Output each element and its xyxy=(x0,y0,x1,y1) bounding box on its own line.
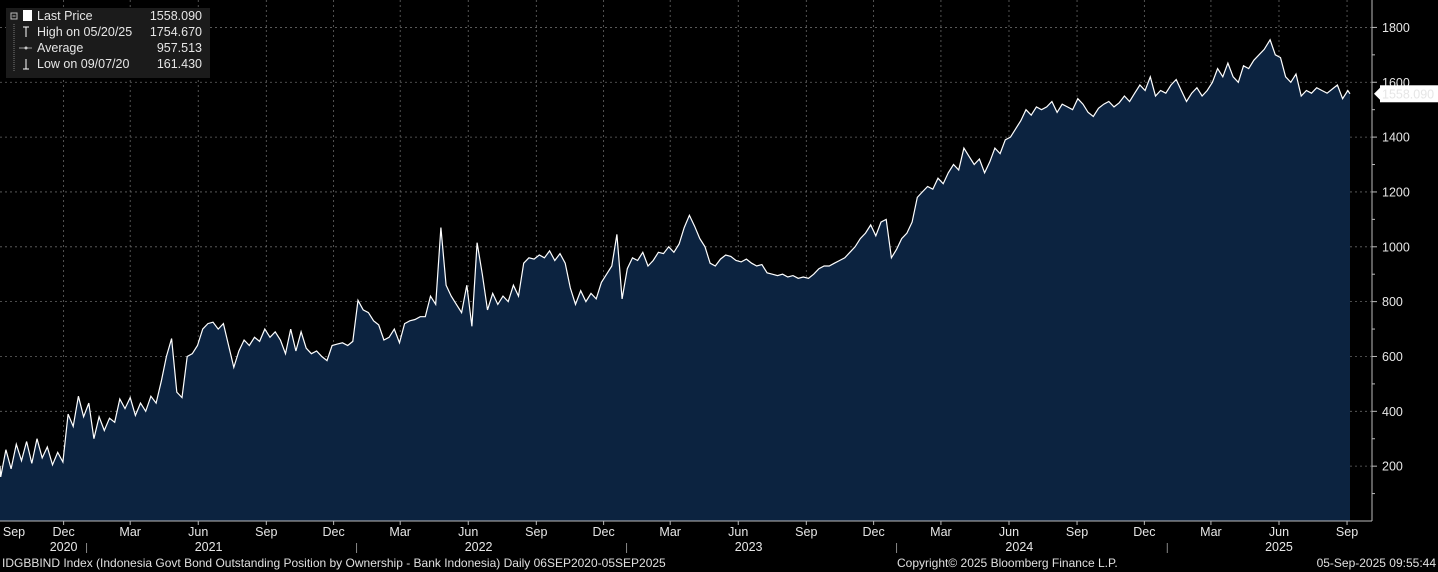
x-tick-label: Sep xyxy=(795,525,817,539)
year-label: 2024 xyxy=(1005,540,1033,554)
legend-average-label: Average xyxy=(37,41,84,55)
x-tick-label: Mar xyxy=(389,525,411,539)
last-value-tag: 1558.090 xyxy=(1374,85,1438,103)
x-tick-label: Sep xyxy=(525,525,547,539)
x-tick-label: Sep xyxy=(1336,525,1358,539)
legend-box: Last Price 1558.090 High on 05/20/25 175… xyxy=(6,8,210,78)
price-line xyxy=(0,38,1351,478)
price-area xyxy=(0,39,1350,522)
x-tick-label: Dec xyxy=(1133,525,1155,539)
y-tick-label: 600 xyxy=(1382,350,1403,364)
legend-last-price-label: Last Price xyxy=(37,9,93,23)
x-tick-label: Dec xyxy=(322,525,344,539)
x-tick-label: Dec xyxy=(592,525,614,539)
footer-copyright: Copyright© 2025 Bloomberg Finance L.P. xyxy=(897,556,1118,570)
legend-high-label: High on 05/20/25 xyxy=(37,25,133,39)
last-value-tag-text: 1558.090 xyxy=(1382,87,1434,101)
legend-average[interactable]: Average 957.513 xyxy=(6,40,210,56)
y-tick-label: 400 xyxy=(1382,405,1403,419)
last-value-tag-pointer xyxy=(1374,87,1380,100)
legend-high-value: 1754.670 xyxy=(149,25,202,39)
x-tick-label: Sep xyxy=(1066,525,1088,539)
x-tick-label: Dec xyxy=(862,525,884,539)
collapse-toggle-icon[interactable] xyxy=(10,8,33,24)
x-tick-label: Mar xyxy=(1200,525,1222,539)
year-label: 2023 xyxy=(735,540,763,554)
y-tick-label: 1000 xyxy=(1382,240,1410,254)
x-tick-label: Jun xyxy=(728,525,748,539)
low-marker-icon xyxy=(10,56,32,72)
y-tick-label: 1400 xyxy=(1382,131,1410,145)
x-tick-label: Sep xyxy=(3,525,25,539)
legend-low-label: Low on 09/07/20 xyxy=(37,57,130,71)
legend-last-price[interactable]: Last Price 1558.090 xyxy=(6,8,210,24)
y-tick-label: 1800 xyxy=(1382,21,1410,35)
year-label: 2022 xyxy=(465,540,493,554)
x-tick-label: Jun xyxy=(1269,525,1289,539)
high-marker-icon xyxy=(10,24,32,40)
legend-high[interactable]: High on 05/20/25 1754.670 xyxy=(6,24,210,40)
year-label: 2020 xyxy=(50,540,78,554)
year-label: 2021 xyxy=(195,540,223,554)
x-tick-label: Mar xyxy=(119,525,141,539)
x-tick-label: Jun xyxy=(188,525,208,539)
last-value-tag-box xyxy=(1380,85,1438,103)
legend-low[interactable]: Low on 09/07/20 161.430 xyxy=(6,56,210,72)
y-tick-label: 800 xyxy=(1382,295,1403,309)
x-tick-label: Jun xyxy=(999,525,1019,539)
x-tick-label: Mar xyxy=(930,525,952,539)
y-tick-label: 200 xyxy=(1382,460,1403,474)
legend-last-price-value: 1558.090 xyxy=(149,9,202,23)
legend-low-value: 161.430 xyxy=(156,57,202,71)
x-tick-label: Mar xyxy=(659,525,681,539)
year-label: 2025 xyxy=(1265,540,1293,554)
footer-description: IDGBBIND Index (Indonesia Govt Bond Outs… xyxy=(2,556,666,570)
x-tick-label: Dec xyxy=(52,525,74,539)
average-marker-icon xyxy=(10,40,33,56)
legend-average-value: 957.513 xyxy=(156,41,202,55)
x-tick-label: Sep xyxy=(255,525,277,539)
x-tick-label: Jun xyxy=(458,525,478,539)
y-tick-label: 1200 xyxy=(1382,185,1410,199)
footer-timestamp: 05-Sep-2025 09:55:44 xyxy=(1316,556,1436,570)
